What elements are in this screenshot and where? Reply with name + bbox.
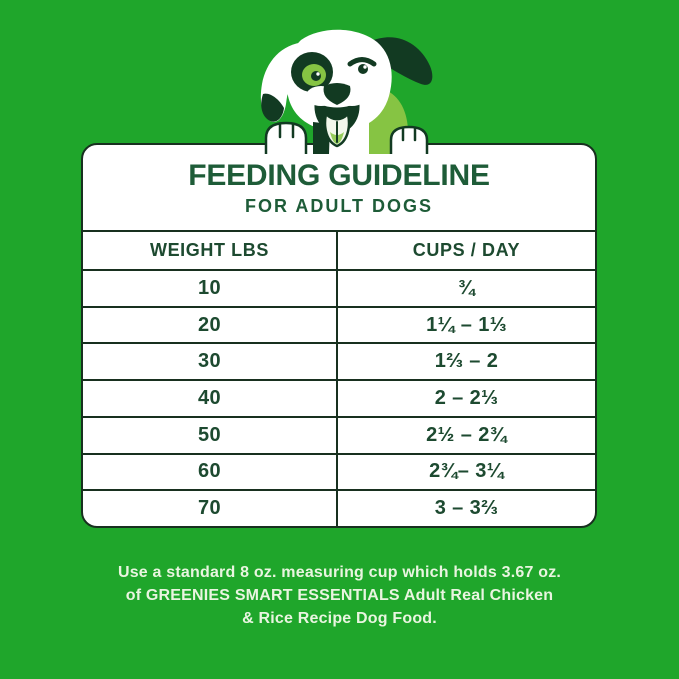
weight-cell: 60 [83, 454, 338, 490]
table-row: 20 1¼ – 1⅓ [83, 305, 595, 343]
cups-cell: 2 – 2⅓ [434, 387, 499, 410]
note-line-1: Use a standard 8 oz. measuring cup which… [117, 564, 562, 581]
cups-cell: 3 – 3⅔ [434, 497, 499, 520]
weight-cell: 10 [83, 271, 338, 306]
cups-column-header: CUPS / DAY [412, 240, 521, 260]
page-title: FEEDING GUIDELINE [188, 158, 490, 192]
cups-cell: 2¾– 3¼ [429, 460, 504, 483]
feeding-guideline-card: FEEDING GUIDELINE FOR ADULT DOGS WEIGHT … [81, 143, 597, 528]
note-line-2: of GREENIES SMART ESSENTIALS Adult Real … [125, 587, 554, 604]
weight-cell: 40 [83, 381, 338, 416]
cups-cell: 1⅔ – 2 [434, 350, 499, 373]
cups-cell: 1¼ – 1⅓ [426, 313, 507, 336]
table-row: 30 1⅔ – 2 [83, 342, 595, 380]
note-line-3: & Rice Recipe Dog Food. [242, 610, 437, 627]
page-subtitle: FOR ADULT DOGS [245, 195, 433, 216]
feeding-table: WEIGHT LBS CUPS / DAY 10 ¾ 20 1¼ – 1⅓ 30… [83, 230, 595, 526]
cups-cell: ¾ [457, 276, 476, 299]
weight-column-header: WEIGHT LBS [83, 232, 338, 269]
table-row: 50 2½ – 2¾ [83, 415, 595, 453]
card-header: FEEDING GUIDELINE FOR ADULT DOGS [83, 145, 595, 230]
table-row: 70 3 – 3⅔ [83, 489, 595, 526]
weight-cell: 30 [83, 344, 338, 380]
weight-cell: 50 [83, 417, 338, 453]
weight-cell: 20 [83, 307, 338, 343]
table-row: 60 2¾– 3¼ [83, 452, 595, 490]
table-header-row: WEIGHT LBS CUPS / DAY [83, 230, 595, 269]
dog-mascot-icon [260, 29, 433, 154]
measuring-cup-note: Use a standard 8 oz. measuring cup which… [30, 561, 649, 630]
table-row: 10 ¾ [83, 269, 595, 306]
weight-cell: 70 [83, 491, 338, 526]
table-row: 40 2 – 2⅓ [83, 379, 595, 416]
cups-cell: 2½ – 2¾ [426, 423, 507, 446]
